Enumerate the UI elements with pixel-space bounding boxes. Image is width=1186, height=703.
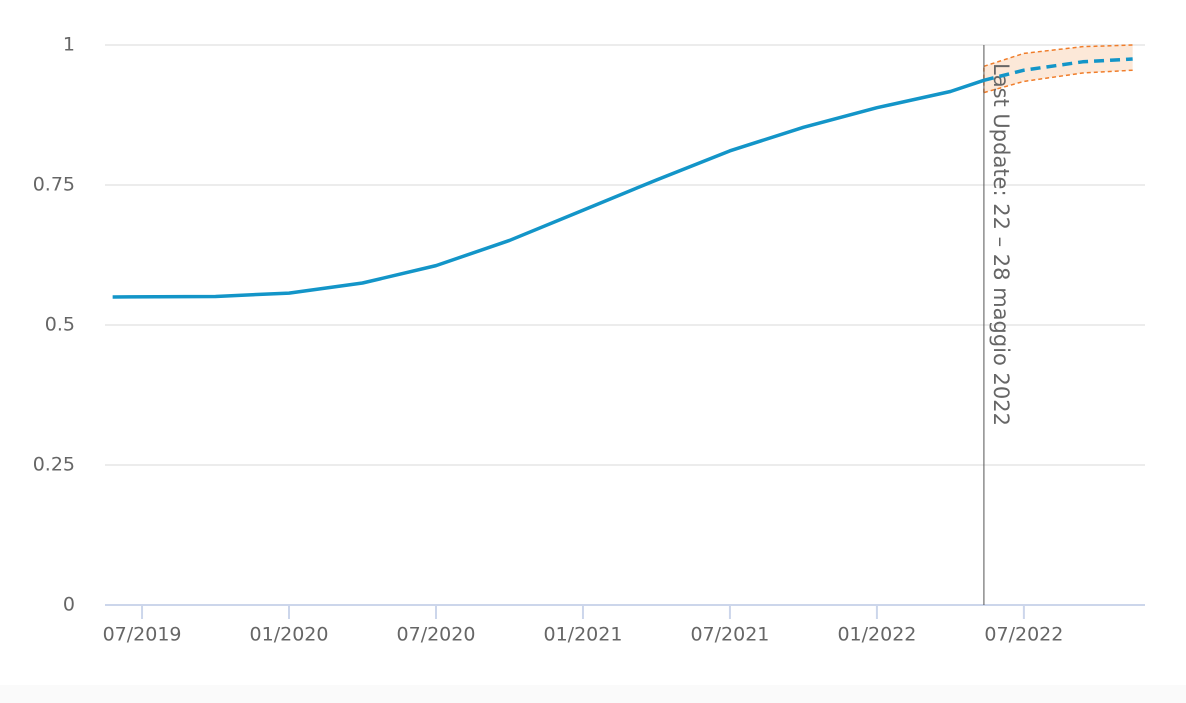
y-tick-label: 0.25 — [33, 454, 75, 476]
y-tick-label: 1 — [63, 34, 75, 56]
y-tick-label: 0.75 — [33, 174, 75, 196]
series-line — [112, 78, 985, 299]
forecast-band — [983, 45, 1133, 93]
y-tick-label: 0.5 — [45, 314, 75, 336]
band-edge — [983, 44, 1133, 67]
x-tick-label: 01/2020 — [250, 624, 329, 646]
x-tick-label: 01/2022 — [837, 624, 916, 646]
x-tick-label: 07/2019 — [103, 624, 182, 646]
annotation-label: Last Update: 22 – 28 maggio 2022 — [989, 63, 1013, 426]
y-tick-label: 0 — [63, 594, 75, 616]
footer-strip — [0, 685, 1186, 703]
x-tick-label: 01/2021 — [543, 624, 622, 646]
x-tick-label: 07/2022 — [984, 624, 1063, 646]
x-tick-label: 07/2021 — [690, 624, 769, 646]
band-edge — [983, 69, 1133, 94]
forecast-line — [983, 57, 1133, 82]
x-tick-label: 07/2020 — [397, 624, 476, 646]
